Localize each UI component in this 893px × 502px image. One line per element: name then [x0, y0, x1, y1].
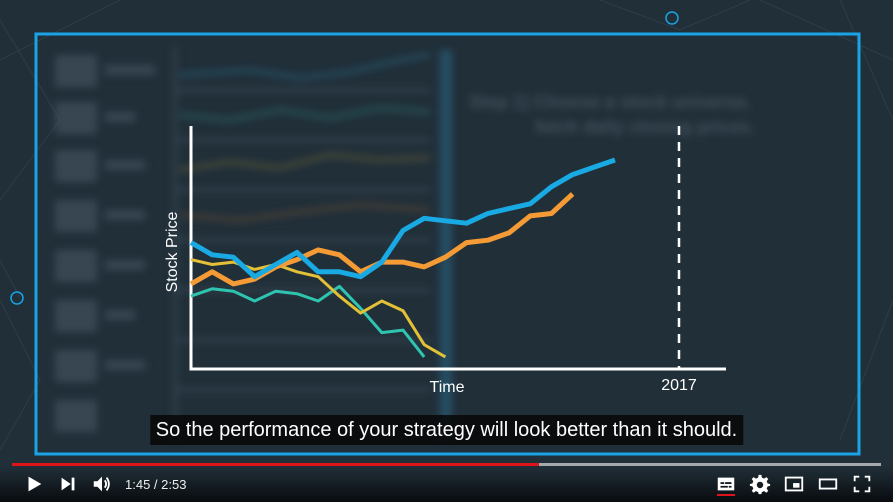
fullscreen-icon: [853, 475, 871, 493]
y-axis-label: Stock Price: [164, 211, 181, 292]
node-circle: [10, 291, 24, 305]
x-axis-label: Time: [430, 379, 465, 396]
stock-chart: Stock Price Time 2017: [164, 126, 726, 396]
settings-button[interactable]: [743, 467, 777, 501]
player-controls: 1:45 / 2:53: [0, 466, 893, 502]
subtitles-icon: [717, 477, 735, 491]
blurred-dashboard: Step 1) Choose a stock universe, fetch d…: [55, 45, 755, 440]
settings-icon: [749, 474, 771, 495]
progress-played: [12, 463, 540, 466]
x-tick-label-2017: 2017: [661, 377, 697, 394]
svg-text:fetch daily closing prices.: fetch daily closing prices.: [535, 117, 755, 137]
volume-icon: [93, 476, 110, 492]
play-icon: [28, 476, 42, 492]
node-circle: [665, 11, 679, 25]
play-button[interactable]: [17, 467, 51, 501]
svg-text:Step 1) Choose a stock univers: Step 1) Choose a stock universe,: [469, 92, 751, 112]
chart-axes: [189, 126, 726, 371]
next-icon: [61, 477, 75, 491]
fullscreen-button[interactable]: [845, 467, 879, 501]
miniplayer-button[interactable]: [777, 467, 811, 501]
next-button[interactable]: [51, 467, 85, 501]
series-line-3: [190, 284, 426, 358]
subtitles-button[interactable]: [709, 467, 743, 501]
highlight-frame: [34, 32, 861, 456]
theater-icon: [818, 478, 838, 490]
subtitle-caption: So the performance of your strategy will…: [149, 415, 744, 445]
mute-button[interactable]: [85, 467, 119, 501]
theater-mode-button[interactable]: [811, 467, 845, 501]
progress-bar[interactable]: [12, 462, 881, 467]
series-line-2: [190, 258, 447, 359]
series-line-0: [189, 157, 616, 280]
miniplayer-icon: [784, 476, 804, 492]
time-display: 1:45 / 2:53: [125, 476, 187, 492]
